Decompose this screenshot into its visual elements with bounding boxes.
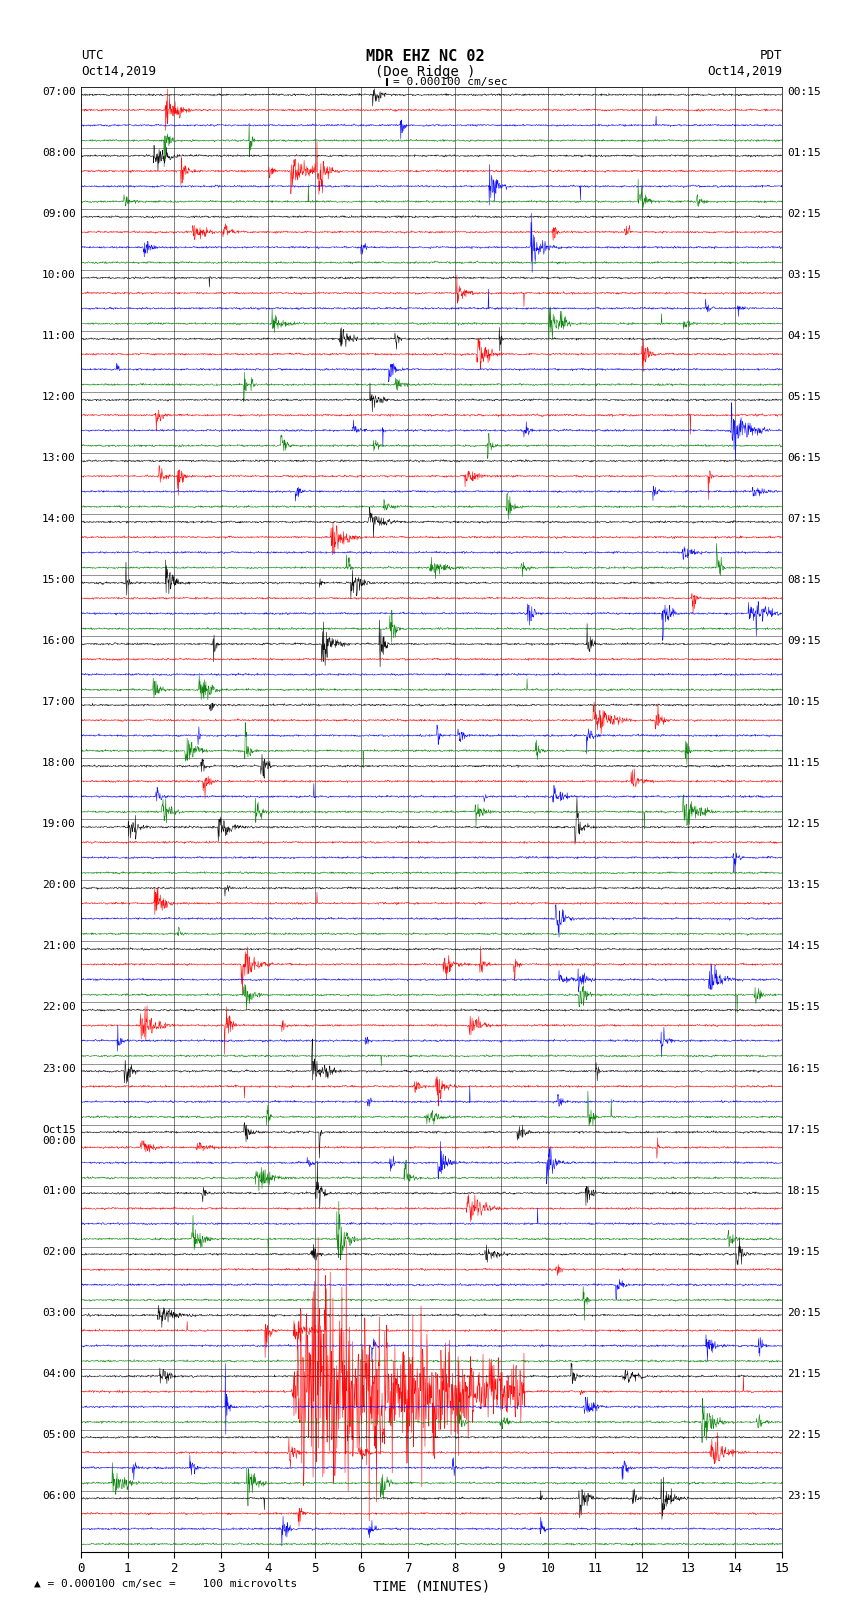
Text: UTC: UTC <box>81 50 103 63</box>
Text: MDR EHZ NC 02: MDR EHZ NC 02 <box>366 50 484 65</box>
Text: = 0.000100 cm/sec: = 0.000100 cm/sec <box>393 77 507 87</box>
Text: Oct14,2019: Oct14,2019 <box>81 65 156 77</box>
Text: PDT: PDT <box>760 50 782 63</box>
Text: Oct14,2019: Oct14,2019 <box>707 65 782 77</box>
X-axis label: TIME (MINUTES): TIME (MINUTES) <box>373 1579 490 1594</box>
Text: (Doe Ridge ): (Doe Ridge ) <box>375 65 475 79</box>
Text: ▲ = 0.000100 cm/sec =    100 microvolts: ▲ = 0.000100 cm/sec = 100 microvolts <box>34 1579 298 1589</box>
